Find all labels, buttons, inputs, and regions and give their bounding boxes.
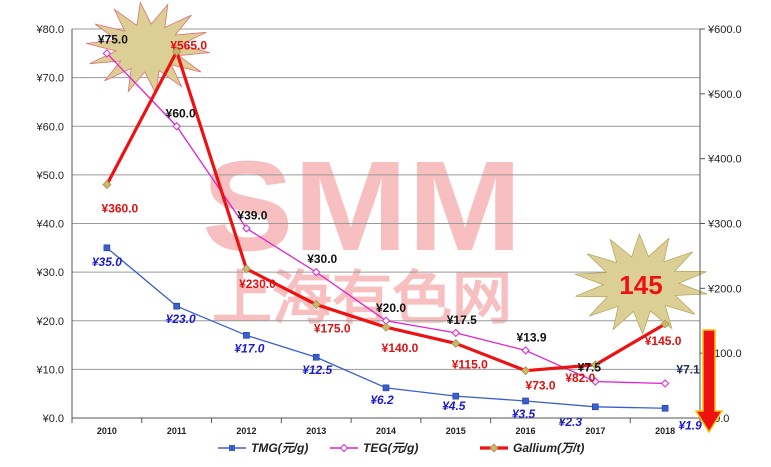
data-label: ¥175.0 — [314, 322, 351, 336]
watermark-latin: SMM — [202, 135, 522, 278]
y-left-tick-label: ¥0.0 — [42, 413, 64, 425]
data-label: ¥39.0 — [237, 208, 267, 222]
legend-swatch-marker — [229, 445, 235, 451]
data-point — [102, 49, 112, 58]
data-point — [451, 328, 460, 338]
data-label: ¥30.0 — [307, 252, 337, 266]
legend: TMG(元/g) TEG(元/g) Gallium(万/t) — [218, 441, 584, 455]
data-point — [243, 332, 250, 339]
x-tick-label: 2017 — [585, 426, 605, 436]
legend-swatch-marker — [339, 443, 349, 453]
data-label: ¥23.0 — [166, 312, 196, 326]
starburst-callout — [86, 1, 210, 95]
x-tick-label: 2010 — [97, 426, 117, 436]
burst-value-label: 145 — [619, 270, 662, 300]
y-right-tick-label: ¥200.0 — [707, 283, 742, 295]
x-tick-label: 2018 — [655, 426, 675, 436]
x-tick-label: 2012 — [236, 426, 256, 436]
data-point — [382, 384, 390, 392]
data-label: ¥75.0 — [98, 32, 128, 46]
down-arrow-icon — [694, 329, 724, 434]
data-point — [312, 267, 321, 277]
y-left-tick-label: ¥40.0 — [35, 219, 64, 231]
data-label: ¥82.0 — [565, 371, 595, 385]
data-point — [452, 392, 460, 400]
data-point — [451, 338, 461, 349]
data-label: ¥2.3 — [559, 415, 583, 429]
data-point — [520, 366, 531, 376]
data-labels: ¥35.0 ¥23.0 ¥17.0 ¥12.5 ¥6.2 ¥4.5 ¥3.5 ¥2.3 ¥1.9… — [92, 32, 702, 432]
y-left-tick-label: ¥10.0 — [35, 364, 64, 376]
data-point — [381, 322, 391, 332]
starburst-callout-2018 — [574, 232, 708, 336]
data-point — [173, 302, 180, 310]
data-label: ¥73.0 — [526, 379, 556, 393]
data-label: ¥115.0 — [452, 357, 488, 371]
bursts: 145 — [86, 1, 708, 336]
data-point — [592, 403, 599, 411]
data-label: ¥13.9 — [517, 330, 547, 344]
data-point — [661, 404, 669, 412]
data-point — [591, 377, 600, 386]
data-point — [660, 319, 670, 329]
data-point — [242, 224, 251, 233]
y-left-tick-label: ¥20.0 — [35, 316, 64, 328]
data-point — [660, 379, 670, 388]
data-label: ¥230.0 — [239, 277, 276, 291]
data-label: ¥12.5 — [302, 363, 332, 377]
data-point — [522, 397, 529, 405]
data-point — [311, 299, 321, 310]
y-right-tick-label: ¥300.0 — [707, 219, 742, 231]
data-label: ¥60.0 — [166, 106, 196, 120]
data-label: ¥20.0 — [376, 301, 406, 315]
y-right-tick-label: ¥400.0 — [707, 154, 742, 166]
legend-entry-label: TEG(元/g) — [363, 441, 418, 455]
markers — [102, 47, 670, 412]
legend-swatch-marker — [489, 443, 499, 453]
data-label: ¥565.0 — [170, 39, 207, 53]
data-label: ¥7.1 — [676, 362, 700, 376]
x-tick-label: 2011 — [167, 426, 187, 436]
y-left-tick-label: ¥60.0 — [35, 121, 64, 133]
data-label: ¥140.0 — [382, 341, 419, 355]
x-tick-label: 2013 — [306, 426, 326, 436]
data-label: ¥4.5 — [442, 399, 466, 413]
data-label: ¥7.5 — [578, 361, 602, 375]
data-label: ¥35.0 — [92, 255, 122, 269]
data-label: ¥17.5 — [447, 313, 477, 327]
data-label: ¥360.0 — [102, 202, 139, 216]
data-point — [102, 180, 112, 190]
x-tick-label: 2014 — [376, 426, 396, 436]
data-point — [172, 122, 181, 131]
data-point — [103, 244, 111, 252]
data-label: ¥3.5 — [512, 407, 536, 421]
data-point — [241, 264, 252, 274]
data-point — [172, 47, 182, 57]
data-label: ¥17.0 — [234, 341, 264, 355]
y-left-tick-label: ¥50.0 — [35, 170, 64, 182]
y-left-tick-label: ¥70.0 — [35, 73, 64, 85]
y-left-tick-label: ¥30.0 — [35, 267, 64, 279]
data-point — [312, 353, 320, 361]
y-right-tick-label: ¥500.0 — [707, 89, 742, 101]
y-left-tick-label: ¥80.0 — [35, 24, 64, 36]
data-point — [521, 346, 530, 355]
watermark: SMM 上海有色网 — [202, 135, 522, 331]
legend-entry-label: TMG(元/g) — [251, 441, 308, 455]
data-label: ¥145.0 — [645, 334, 682, 348]
data-point — [590, 360, 600, 370]
data-label: ¥6.2 — [370, 393, 394, 407]
x-tick-label: 2016 — [516, 426, 536, 436]
y-right-tick-label: ¥600.0 — [707, 24, 742, 36]
x-tick-label: 2015 — [446, 426, 466, 436]
data-label: ¥1.9 — [678, 418, 702, 432]
legend-entry-label: Gallium(万/t) — [513, 441, 584, 455]
axes: ¥0.0 ¥10.0 ¥20.0 ¥30.0 ¥40.0 ¥50.0 ¥60.0 ¥70.0 ¥… — [35, 24, 741, 436]
